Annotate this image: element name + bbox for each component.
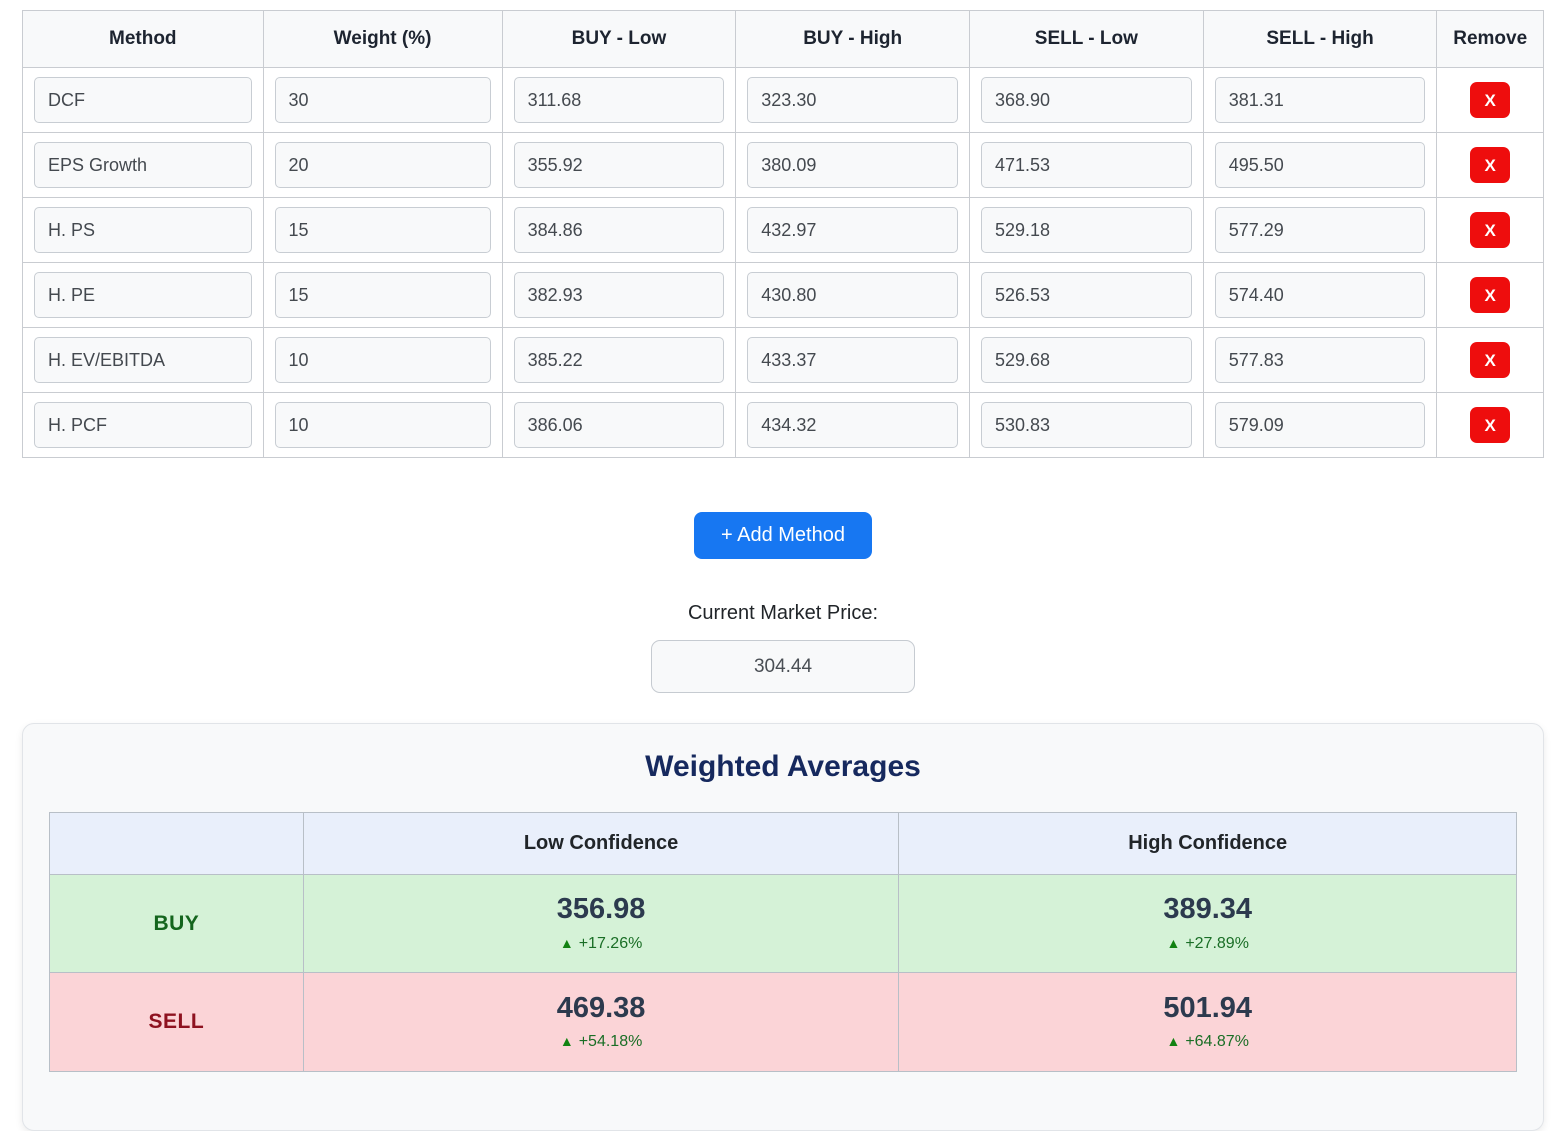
table-row: X	[22, 67, 1544, 133]
buy-low-input[interactable]	[513, 337, 725, 383]
remove-button[interactable]: X	[1470, 407, 1511, 443]
buy-high-input[interactable]	[747, 337, 958, 383]
buy-high-confidence-delta: ▲ +27.89%	[900, 935, 1515, 953]
buy-low-input[interactable]	[513, 77, 725, 123]
buy-high-confidence-value: 389.34	[1163, 893, 1253, 926]
delta-value: +27.89%	[1185, 934, 1249, 952]
buy-low-confidence-value: 356.98	[556, 893, 646, 926]
remove-button[interactable]: X	[1470, 277, 1511, 313]
add-method-button[interactable]: + Add Method	[694, 512, 872, 559]
sell-low-confidence-value: 469.38	[556, 991, 646, 1024]
buy-high-input[interactable]	[747, 142, 958, 188]
buy-low-confidence-delta: ▲ +17.26%	[305, 935, 898, 953]
sell-high-confidence-value: 501.94	[1163, 991, 1253, 1024]
table-row: X	[22, 132, 1544, 198]
methods-table: Method Weight (%) BUY - Low BUY - High S…	[22, 10, 1544, 458]
header-buy-high: BUY - High	[735, 10, 970, 68]
current-market-price-label: Current Market Price:	[687, 602, 879, 624]
remove-button[interactable]: X	[1470, 342, 1511, 378]
header-sell-low: SELL - Low	[968, 10, 1204, 68]
remove-button[interactable]: X	[1470, 82, 1511, 118]
header-method: Method	[22, 10, 264, 68]
header-weight: Weight (%)	[262, 10, 503, 68]
weighted-averages-title: Weighted Averages	[645, 750, 921, 783]
method-input[interactable]	[34, 77, 252, 123]
buy-row-label: BUY	[153, 911, 200, 935]
buy-low-input[interactable]	[513, 207, 725, 253]
methods-header-row: Method Weight (%) BUY - Low BUY - High S…	[22, 10, 1544, 68]
buy-row: BUY 356.98 ▲ +17.26% 389.34 ▲ +27.89%	[49, 874, 1517, 973]
weighted-averages-card: Weighted Averages Low Confidence High Co…	[22, 723, 1544, 1131]
weight-input[interactable]	[274, 272, 491, 318]
delta-value: +17.26%	[578, 934, 643, 952]
method-input[interactable]	[34, 207, 252, 253]
delta-value: +54.18%	[578, 1033, 643, 1051]
method-input[interactable]	[34, 272, 252, 318]
sell-high-confidence-delta: ▲ +64.87%	[900, 1033, 1515, 1051]
header-buy-low: BUY - Low	[501, 10, 737, 68]
sell-high-input[interactable]	[1214, 402, 1426, 448]
buy-high-input[interactable]	[747, 272, 958, 318]
table-row: X	[22, 392, 1544, 458]
corner-cell	[49, 812, 304, 875]
buy-high-input[interactable]	[747, 402, 958, 448]
sell-high-input[interactable]	[1214, 272, 1426, 318]
sell-high-input[interactable]	[1214, 142, 1426, 188]
sell-high-input[interactable]	[1214, 77, 1426, 123]
weighted-averages-table: Low Confidence High Confidence BUY 356.9…	[49, 812, 1517, 1072]
weight-input[interactable]	[274, 402, 491, 448]
buy-low-input[interactable]	[513, 402, 725, 448]
method-input[interactable]	[34, 402, 252, 448]
buy-low-input[interactable]	[513, 142, 725, 188]
sell-high-input[interactable]	[1214, 207, 1426, 253]
weighted-averages-header-row: Low Confidence High Confidence	[49, 812, 1517, 875]
weight-input[interactable]	[274, 337, 491, 383]
remove-button[interactable]: X	[1470, 147, 1511, 183]
sell-low-confidence-delta: ▲ +54.18%	[305, 1033, 898, 1051]
buy-high-input[interactable]	[747, 77, 958, 123]
header-remove: Remove	[1436, 10, 1544, 68]
sell-low-input[interactable]	[980, 337, 1192, 383]
sell-low-input[interactable]	[980, 272, 1192, 318]
sell-low-input[interactable]	[980, 207, 1192, 253]
method-input[interactable]	[34, 142, 252, 188]
buy-high-input[interactable]	[747, 207, 958, 253]
header-high-confidence: High Confidence	[898, 812, 1517, 875]
arrow-up-icon: ▲	[559, 934, 574, 951]
arrow-up-icon: ▲	[559, 1033, 574, 1050]
sell-high-input[interactable]	[1214, 337, 1426, 383]
weight-input[interactable]	[274, 207, 491, 253]
delta-value: +64.87%	[1185, 1033, 1249, 1051]
header-low-confidence: Low Confidence	[302, 812, 900, 875]
weight-input[interactable]	[274, 142, 491, 188]
arrow-up-icon: ▲	[1166, 934, 1181, 951]
weight-input[interactable]	[274, 77, 491, 123]
buy-low-input[interactable]	[513, 272, 725, 318]
table-row: X	[22, 197, 1544, 263]
table-row: X	[22, 327, 1544, 393]
table-row: X	[22, 262, 1544, 328]
current-market-price-input[interactable]	[651, 640, 915, 693]
sell-row-label: SELL	[148, 1010, 205, 1033]
sell-row: SELL 469.38 ▲ +54.18% 501.94 ▲ +64.87%	[49, 972, 1517, 1072]
method-input[interactable]	[34, 337, 252, 383]
sell-low-input[interactable]	[980, 77, 1192, 123]
sell-low-input[interactable]	[980, 402, 1192, 448]
sell-low-input[interactable]	[980, 142, 1192, 188]
remove-button[interactable]: X	[1470, 212, 1511, 248]
header-sell-high: SELL - High	[1202, 10, 1438, 68]
arrow-up-icon: ▲	[1166, 1033, 1181, 1050]
